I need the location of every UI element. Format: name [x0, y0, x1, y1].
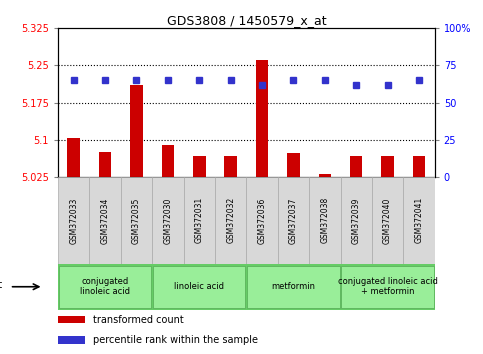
Text: conjugated
linoleic acid: conjugated linoleic acid	[80, 277, 130, 296]
Bar	[341, 266, 434, 308]
Text: GSM372036: GSM372036	[257, 197, 267, 244]
Bar	[278, 177, 309, 264]
Bar	[247, 266, 340, 308]
Text: GSM372033: GSM372033	[69, 197, 78, 244]
Bar	[68, 138, 80, 177]
Text: GSM372040: GSM372040	[383, 197, 392, 244]
Bar	[403, 177, 435, 264]
Text: GSM372035: GSM372035	[132, 197, 141, 244]
Text: GSM372039: GSM372039	[352, 197, 361, 244]
Text: transformed count: transformed count	[93, 314, 184, 325]
Bar	[246, 177, 278, 264]
Bar	[121, 177, 152, 264]
Text: GSM372032: GSM372032	[226, 197, 235, 244]
Bar	[319, 173, 331, 177]
Bar	[58, 336, 85, 343]
Bar	[224, 156, 237, 177]
Bar	[59, 266, 151, 308]
Title: GDS3808 / 1450579_x_at: GDS3808 / 1450579_x_at	[167, 14, 326, 27]
Text: percentile rank within the sample: percentile rank within the sample	[93, 335, 257, 345]
Text: agent: agent	[0, 280, 2, 290]
Text: GSM372031: GSM372031	[195, 197, 204, 244]
Text: GSM372041: GSM372041	[414, 197, 424, 244]
Bar	[152, 177, 184, 264]
Bar	[287, 153, 299, 177]
Bar	[99, 152, 112, 177]
Bar	[89, 177, 121, 264]
Bar	[350, 156, 363, 177]
Bar	[130, 85, 143, 177]
Text: linoleic acid: linoleic acid	[174, 282, 224, 291]
Text: GSM372034: GSM372034	[100, 197, 110, 244]
Bar	[184, 177, 215, 264]
Bar	[58, 316, 85, 323]
Bar	[341, 177, 372, 264]
Text: GSM372030: GSM372030	[163, 197, 172, 244]
Bar	[372, 177, 403, 264]
Text: GSM372038: GSM372038	[320, 197, 329, 244]
Text: metformin: metformin	[271, 282, 315, 291]
Text: GSM372037: GSM372037	[289, 197, 298, 244]
Text: conjugated linoleic acid
+ metformin: conjugated linoleic acid + metformin	[338, 277, 438, 296]
Bar	[309, 177, 341, 264]
Bar	[382, 156, 394, 177]
Bar	[58, 177, 89, 264]
Bar	[256, 59, 269, 177]
Bar	[215, 177, 246, 264]
Bar	[153, 266, 245, 308]
Bar	[413, 156, 426, 177]
Bar	[193, 156, 206, 177]
Bar	[161, 145, 174, 177]
